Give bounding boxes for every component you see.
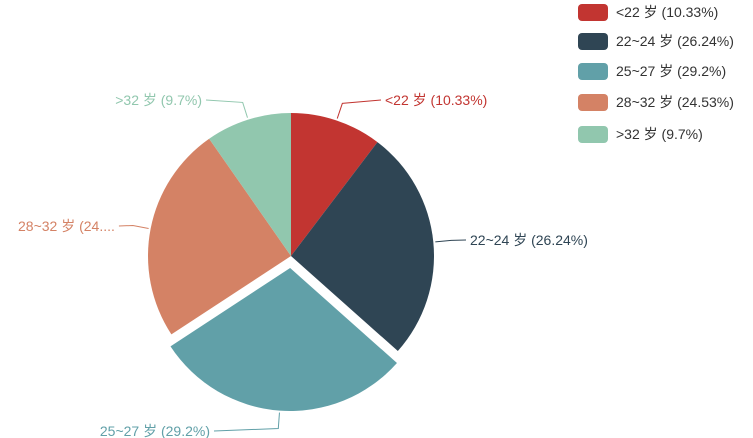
pie-slice-28-32[interactable] [148,138,291,335]
legend-swatch [578,62,608,80]
leader-line-over-32 [205,99,248,118]
legend-swatch [578,125,608,143]
slice-labels: <22 岁 (10.33%) 22~24 岁 (26.24%) 25~27 岁 (2… [18,92,588,438]
pie-slice-22-24[interactable] [291,142,434,352]
pie-slice-under-22[interactable] [291,113,378,256]
slice-label-under-22: <22 岁 (10.33%) [385,92,487,108]
leader-line-under-22 [336,99,382,119]
legend-label: 25~27 岁 (29.2%) [616,63,727,79]
leader-line-22-24 [435,239,467,243]
legend-swatch [578,93,608,111]
pie-slices [148,113,434,411]
slice-label-25-27: 25~27 岁 (29.2%) [100,423,210,438]
pie-slice-25-27[interactable] [170,267,397,411]
legend-label: >32 岁 (9.7%) [616,126,703,142]
legend-item-25-27[interactable]: 25~27 岁 (29.2%) [578,61,726,81]
legend-item-over-32[interactable]: >32 岁 (9.7%) [578,124,703,144]
leader-line-28-32 [118,224,149,230]
legend-swatch [578,32,608,50]
legend-item-22-24[interactable]: 22~24 岁 (26.24%) [578,31,734,51]
legend-label: 28~32 岁 (24.53%) [616,94,734,110]
pie-slice-over-32[interactable] [209,113,291,256]
legend-label: <22 岁 (10.33%) [616,4,719,20]
slice-label-22-24: 22~24 岁 (26.24%) [470,232,588,248]
leader-line-25-27 [213,412,280,432]
slice-label-over-32: >32 岁 (9.7%) [115,92,202,108]
slice-label-28-32: 28~32 岁 (24.... [18,218,115,234]
legend-item-under-22[interactable]: <22 岁 (10.33%) [578,2,718,22]
legend-label: 22~24 岁 (26.24%) [616,33,734,49]
legend-item-28-32[interactable]: 28~32 岁 (24.53%) [578,92,734,112]
label-leader-lines [118,99,467,432]
legend-swatch [578,3,608,21]
